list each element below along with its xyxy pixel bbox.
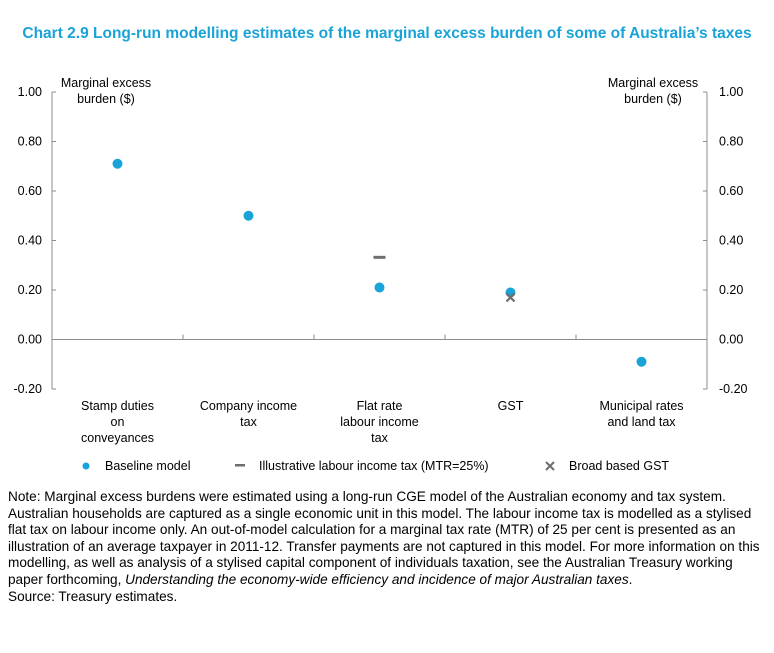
category-label: tax — [371, 431, 388, 445]
broad-gst-marker — [505, 292, 516, 303]
chart-notes: Note: Marginal excess burdens were estim… — [8, 489, 770, 605]
right-tick-label: 0.20 — [719, 283, 743, 297]
legend-label: Broad based GST — [569, 459, 669, 473]
baseline-point — [374, 282, 385, 293]
legend-x-icon — [545, 461, 555, 471]
category-label: GST — [498, 399, 524, 413]
right-axis-title: burden ($) — [624, 92, 682, 106]
note-end: . — [628, 571, 633, 587]
legend-label: Baseline model — [105, 459, 190, 473]
left-tick-label: 0.80 — [18, 135, 42, 149]
chart-svg: 1.00 1.00 0.80 0.80 0.60 0.60 0.40 0.40 0.20 0.20… — [14, 76, 748, 473]
labour-mtr-marker — [373, 255, 386, 259]
category-label: conveyances — [81, 431, 154, 445]
chart-title: Chart 2.9 Long-run modelling estimates o… — [22, 25, 752, 42]
right-tick-label: 0.60 — [719, 184, 743, 198]
legend-label: Illustrative labour income tax (MTR=25%) — [259, 459, 489, 473]
left-tick-label: 0.00 — [18, 333, 42, 347]
left-tick-label: -0.20 — [14, 382, 43, 396]
left-tick-label: 0.20 — [18, 283, 42, 297]
right-tick-label: -0.20 — [719, 382, 748, 396]
legend-dash-icon — [235, 464, 245, 467]
category-label: on — [111, 415, 125, 429]
right-tick-label: 1.00 — [719, 85, 743, 99]
right-tick-label: 0.80 — [719, 135, 743, 149]
category-label: tax — [240, 415, 257, 429]
baseline-point — [636, 356, 647, 367]
left-axis-title: burden ($) — [77, 92, 135, 106]
category-label: Company income — [200, 399, 297, 413]
note-paper-title: Understanding the economy-wide efficienc… — [125, 571, 629, 587]
category-label: Flat rate — [357, 399, 403, 413]
left-tick-label: 1.00 — [18, 85, 42, 99]
category-label: Municipal rates — [599, 399, 683, 413]
right-tick-label: 0.00 — [719, 333, 743, 347]
source-text: Source: Treasury estimates. — [8, 588, 178, 604]
left-axis-title: Marginal excess — [61, 76, 151, 90]
category-label: Stamp duties — [81, 399, 154, 413]
category-label: and land tax — [607, 415, 676, 429]
left-tick-label: 0.40 — [18, 234, 42, 248]
note-text: Note: Marginal excess burdens were estim… — [8, 489, 760, 587]
baseline-point — [112, 158, 123, 169]
right-tick-label: 0.40 — [719, 234, 743, 248]
right-axis-title: Marginal excess — [608, 76, 698, 90]
legend-circle-icon — [82, 462, 90, 470]
baseline-point — [243, 210, 254, 221]
left-tick-label: 0.60 — [18, 184, 42, 198]
category-label: labour income — [340, 415, 419, 429]
